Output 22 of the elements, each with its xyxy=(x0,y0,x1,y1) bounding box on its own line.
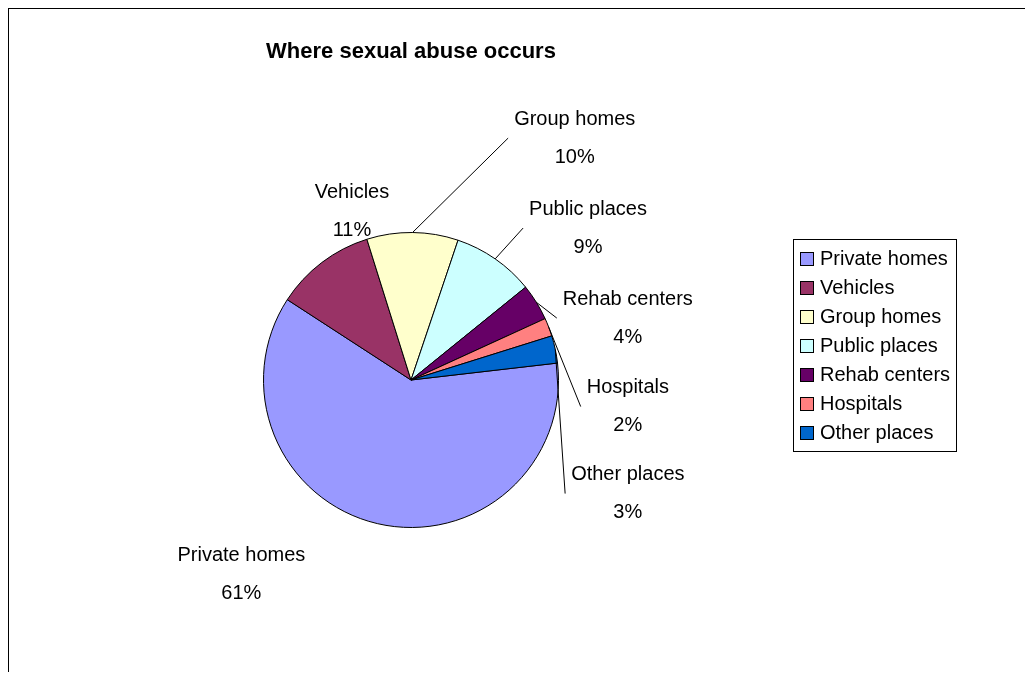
data-label: 10% xyxy=(554,144,595,167)
legend-label: Other places xyxy=(820,421,934,444)
chart-title: Where sexual abuse occurs xyxy=(265,38,557,64)
data-label: 11% xyxy=(332,218,372,241)
legend-label: Private homes xyxy=(820,247,948,270)
data-label: 3% xyxy=(613,500,643,523)
slice-label: Hospitals xyxy=(586,375,669,398)
slice-label: Private homes xyxy=(177,543,306,566)
data-label: 9% xyxy=(573,234,603,257)
data-label: 2% xyxy=(613,413,643,436)
slice-label: Vehicles xyxy=(314,180,390,203)
slice-label: Rehab centers xyxy=(562,286,693,309)
legend-label: Hospitals xyxy=(820,392,903,415)
slice-label: Other places xyxy=(571,462,685,485)
slice-label: Group homes xyxy=(514,106,636,129)
data-label: 4% xyxy=(613,324,643,347)
legend-label: Rehab centers xyxy=(820,363,951,386)
legend-label: Public places xyxy=(820,334,938,357)
slice-label: Public places xyxy=(529,196,647,219)
data-label: 61% xyxy=(221,581,262,604)
legend-label: Group homes xyxy=(820,305,942,328)
legend-label: Vehicles xyxy=(820,276,895,299)
